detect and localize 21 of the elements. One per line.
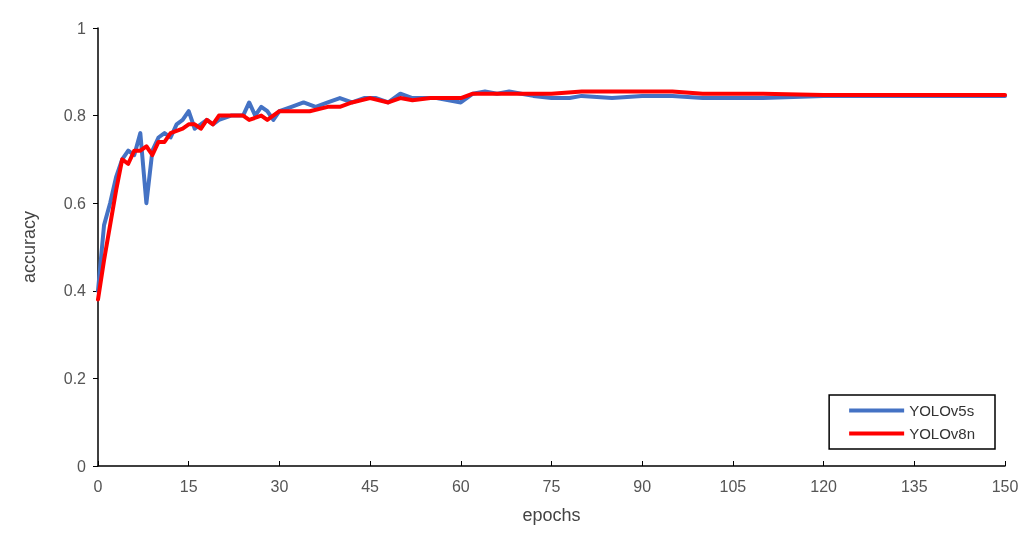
x-tick-label: 0 bbox=[93, 477, 103, 495]
x-tick-label: 105 bbox=[719, 477, 747, 495]
x-tick-label: 30 bbox=[270, 477, 289, 495]
x-tick-label: 135 bbox=[900, 477, 928, 495]
x-tick-label: 45 bbox=[361, 477, 380, 495]
legend-label: YOLOv5s bbox=[909, 402, 975, 419]
y-tick-label: 0.4 bbox=[63, 282, 87, 300]
y-tick-label: 0.8 bbox=[63, 107, 87, 125]
x-tick-label: 90 bbox=[633, 477, 652, 495]
y-axis-title: accuracy bbox=[19, 210, 39, 284]
x-tick-label: 120 bbox=[810, 477, 838, 495]
legend-label: YOLOv8n bbox=[909, 425, 976, 442]
y-tick-label: 0.6 bbox=[63, 194, 87, 212]
x-tick-label: 60 bbox=[451, 477, 470, 495]
y-tick-label: 0.2 bbox=[63, 369, 87, 387]
y-tick-label: 0 bbox=[77, 457, 87, 475]
x-tick-label: 15 bbox=[179, 477, 198, 495]
x-tick-label: 150 bbox=[991, 477, 1019, 495]
x-axis-title: epochs bbox=[522, 505, 581, 525]
y-tick-label: 1 bbox=[77, 19, 87, 37]
x-tick-label: 75 bbox=[542, 477, 561, 495]
